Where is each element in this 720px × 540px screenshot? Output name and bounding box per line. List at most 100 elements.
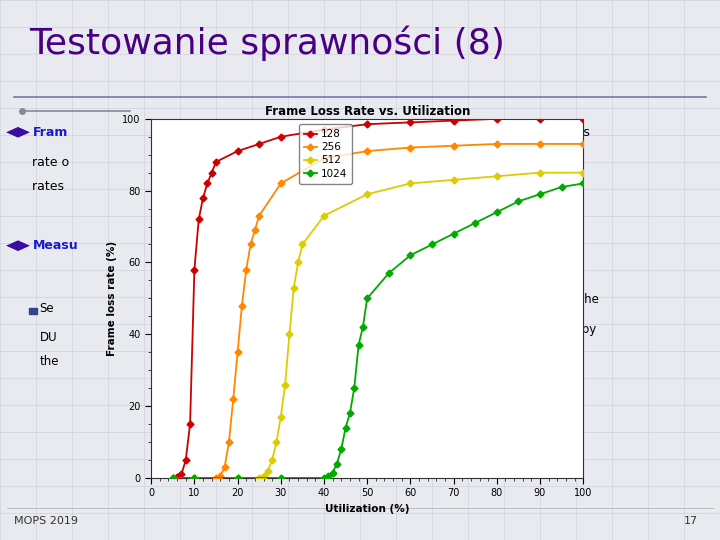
Text: Se: Se xyxy=(40,302,54,315)
256 xyxy=(449,143,458,149)
1024 xyxy=(320,475,328,481)
Text: Testowanie sprawności (8): Testowanie sprawności (8) xyxy=(29,25,505,61)
1024 xyxy=(328,469,337,476)
1024 xyxy=(337,446,346,453)
256 xyxy=(229,396,238,402)
128 xyxy=(207,170,216,176)
1024 xyxy=(449,231,458,237)
128 xyxy=(199,194,207,201)
256 xyxy=(233,349,242,355)
1024 xyxy=(557,184,566,190)
512 xyxy=(449,177,458,183)
1024 xyxy=(363,295,372,301)
512 xyxy=(536,170,544,176)
Text: rate o: rate o xyxy=(32,156,70,168)
128 xyxy=(363,121,372,127)
128 xyxy=(579,116,588,122)
Text: Measu: Measu xyxy=(32,239,78,252)
1024 xyxy=(579,180,588,187)
Text: (FLR)- to determine the  f: (FLR)- to determine the f xyxy=(166,126,325,139)
256 xyxy=(190,475,199,481)
512 xyxy=(272,438,281,445)
Line: 1024: 1024 xyxy=(171,181,585,481)
Text: rates: rates xyxy=(32,180,68,193)
1024 xyxy=(350,385,359,392)
Bar xyxy=(29,308,37,314)
256 xyxy=(406,144,415,151)
Legend: 128, 256, 512, 1024: 128, 256, 512, 1024 xyxy=(299,124,352,184)
1024 xyxy=(492,209,501,215)
256 xyxy=(251,227,259,233)
1024 xyxy=(406,252,415,259)
Text: e through the: e through the xyxy=(518,293,599,306)
256 xyxy=(579,141,588,147)
Text: ansmitted by: ansmitted by xyxy=(518,323,597,336)
128 xyxy=(492,116,501,122)
512 xyxy=(579,170,588,176)
128 xyxy=(173,474,181,481)
128 xyxy=(233,148,242,154)
128 xyxy=(449,117,458,124)
1024 xyxy=(514,198,523,205)
Text: MOPS 2019: MOPS 2019 xyxy=(14,516,78,526)
Polygon shape xyxy=(5,240,31,252)
256 xyxy=(492,141,501,147)
1024 xyxy=(168,475,177,481)
Polygon shape xyxy=(5,126,31,138)
Text: DU: DU xyxy=(40,331,57,344)
Line: 256: 256 xyxy=(171,141,585,481)
128 xyxy=(203,180,212,187)
256 xyxy=(216,473,225,480)
128 xyxy=(536,116,544,122)
256 xyxy=(255,213,264,219)
Title: Frame Loss Rate vs. Utilization: Frame Loss Rate vs. Utilization xyxy=(264,105,470,118)
512 xyxy=(406,180,415,187)
512 xyxy=(168,475,177,481)
128 xyxy=(406,119,415,126)
Y-axis label: Frame loss rate (%): Frame loss rate (%) xyxy=(107,241,117,356)
512 xyxy=(233,475,242,481)
X-axis label: Utilization (%): Utilization (%) xyxy=(325,504,410,514)
256 xyxy=(168,475,177,481)
1024 xyxy=(324,473,333,480)
256 xyxy=(276,180,285,187)
1024 xyxy=(190,475,199,481)
Text: rame loss: rame loss xyxy=(529,126,590,139)
512 xyxy=(264,468,272,474)
512 xyxy=(255,475,264,481)
512 xyxy=(298,241,307,248)
256 xyxy=(320,155,328,161)
512 xyxy=(363,191,372,198)
1024 xyxy=(346,410,354,416)
128 xyxy=(181,457,190,463)
512 xyxy=(268,457,276,463)
1024 xyxy=(471,220,480,226)
512 xyxy=(259,473,268,480)
128 xyxy=(190,266,199,273)
256 xyxy=(363,148,372,154)
256 xyxy=(536,141,544,147)
256 xyxy=(220,464,229,470)
128 xyxy=(194,216,203,222)
1024 xyxy=(428,241,436,248)
1024 xyxy=(384,270,393,276)
512 xyxy=(276,414,285,420)
512 xyxy=(492,173,501,179)
256 xyxy=(246,241,255,248)
128 xyxy=(320,126,328,133)
1024 xyxy=(354,342,363,348)
256 xyxy=(238,302,246,309)
512 xyxy=(190,475,199,481)
Line: 512: 512 xyxy=(171,170,585,481)
512 xyxy=(294,259,302,266)
1024 xyxy=(536,191,544,198)
512 xyxy=(289,285,298,291)
1024 xyxy=(333,460,341,467)
Line: 128: 128 xyxy=(171,116,585,481)
Text: 17: 17 xyxy=(684,516,698,526)
1024 xyxy=(359,324,367,330)
128 xyxy=(212,159,220,165)
128 xyxy=(276,133,285,140)
128 xyxy=(186,421,194,427)
256 xyxy=(242,266,251,273)
